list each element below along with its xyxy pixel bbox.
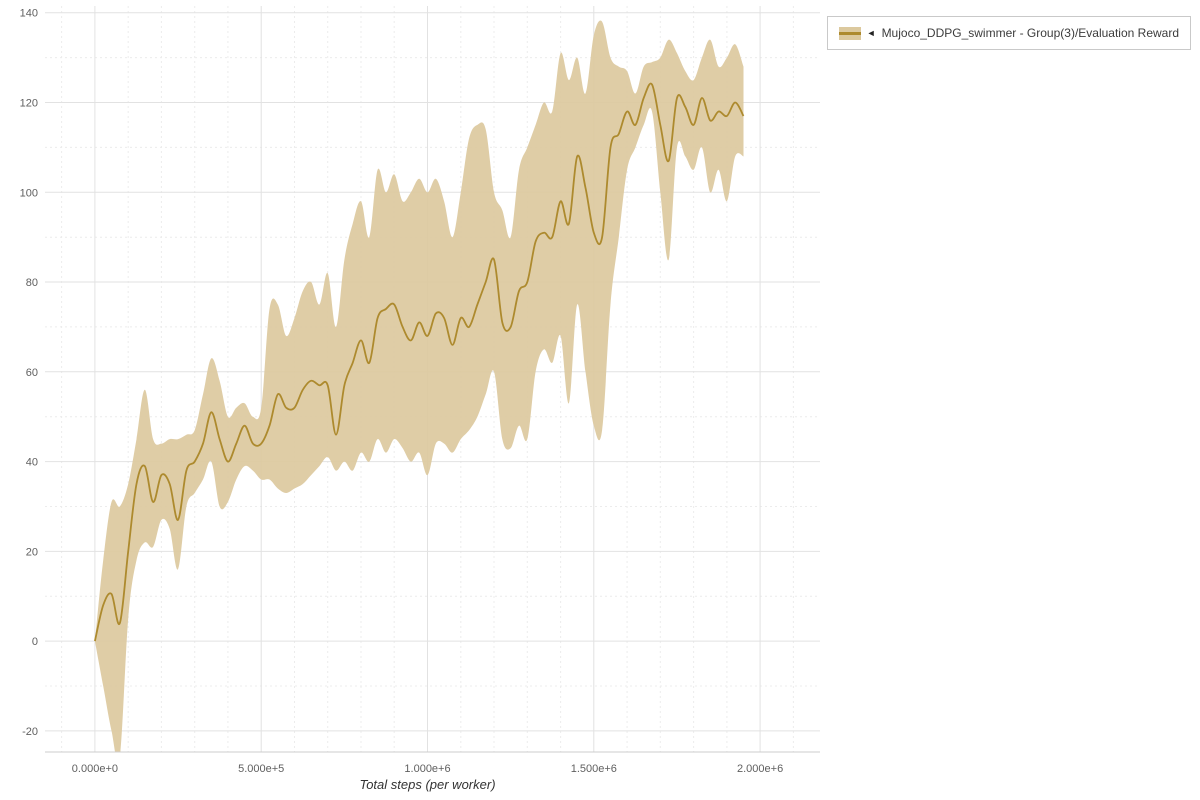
x-tick-label: 2.000e+6: [737, 763, 783, 775]
y-tick-label: 120: [20, 98, 38, 110]
legend: ◄ Mujoco_DDPG_swimmer - Group(3)/Evaluat…: [826, 16, 1191, 50]
x-tick-label: 1.500e+6: [571, 763, 617, 775]
x-axis-title: Total steps (per worker): [359, 777, 495, 792]
series-label: Mujoco_DDPG_swimmer - Group(3)/Evaluatio…: [881, 26, 1179, 40]
y-tick-label: 60: [26, 367, 38, 379]
y-tick-label: 40: [26, 457, 38, 469]
confidence-band: [94, 20, 744, 752]
x-tick-label: 0.000e+0: [72, 763, 118, 775]
tick-labels: -20 0 20 40 60 80 100 120 140 0.000e+0 5.000e+5 1.0…: [20, 8, 784, 775]
series-line: [94, 82, 745, 642]
y-tick-label: 0: [32, 636, 38, 648]
series-toggle-icon[interactable]: ◄: [866, 27, 876, 38]
y-tick-label: 100: [20, 187, 38, 199]
x-tick-label: 5.000e+5: [238, 763, 284, 775]
y-tick-label: 80: [26, 277, 38, 289]
series-swatch-line-icon: [838, 31, 861, 35]
x-tick-label: 1.000e+6: [404, 763, 450, 775]
series-swatch-icon: [838, 26, 861, 40]
legend-item[interactable]: ◄ Mujoco_DDPG_swimmer - Group(3)/Evaluat…: [838, 26, 1179, 40]
minor-gridlines: [45, 6, 820, 752]
y-tick-label: 20: [26, 546, 38, 558]
y-tick-label: -20: [22, 726, 38, 738]
y-tick-label: 140: [20, 8, 38, 20]
